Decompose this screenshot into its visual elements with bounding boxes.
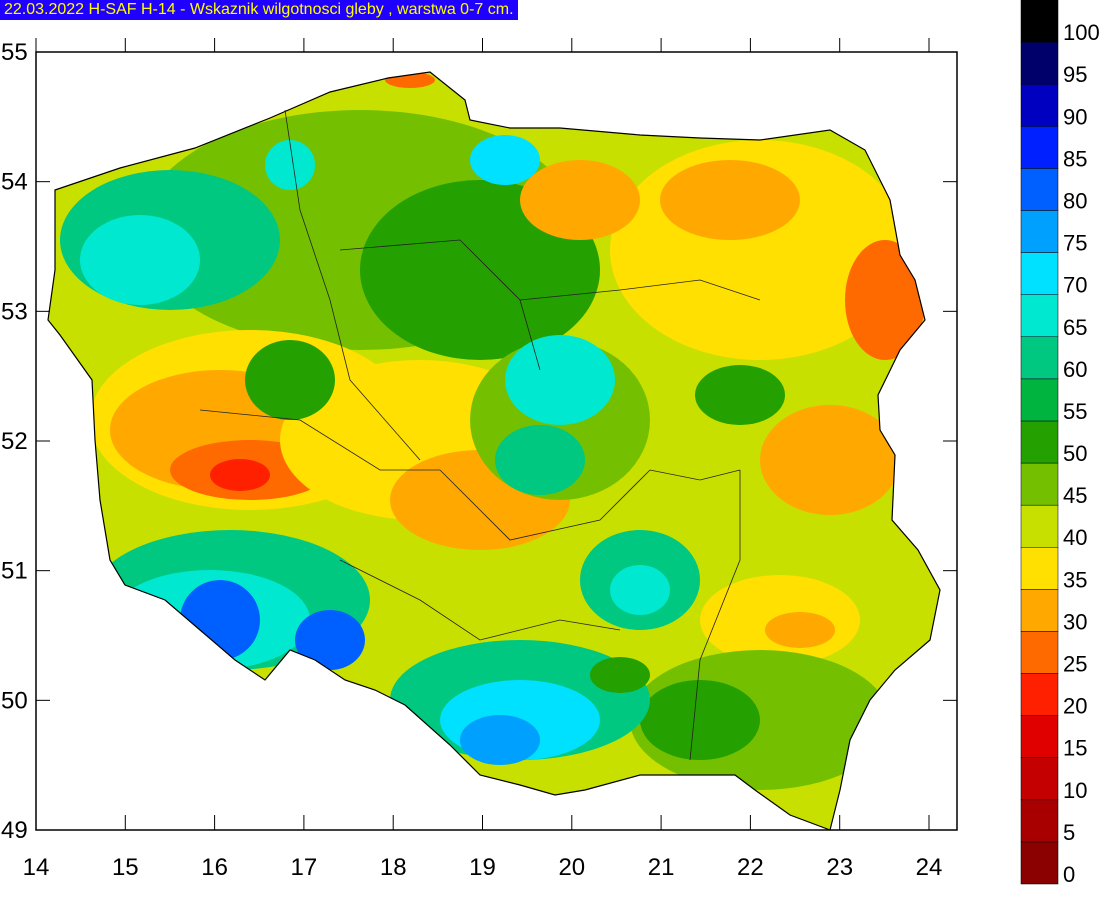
zone-west-green-patch bbox=[245, 340, 335, 420]
x-tick-label: 18 bbox=[380, 854, 407, 881]
legend-label: 80 bbox=[1063, 188, 1087, 213]
legend-label: 55 bbox=[1063, 399, 1087, 424]
legend-swatch bbox=[1020, 420, 1059, 464]
zone-centre-cyan bbox=[505, 335, 615, 425]
y-tick-label: 52 bbox=[1, 428, 28, 455]
y-tick-label: 53 bbox=[1, 298, 28, 325]
legend-label: 45 bbox=[1063, 483, 1087, 508]
legend-swatch bbox=[1020, 546, 1059, 590]
legend-label: 65 bbox=[1063, 315, 1087, 340]
province-border-4 bbox=[439, 469, 741, 541]
zone-se-darkgreen bbox=[640, 680, 760, 760]
legend-swatch bbox=[1020, 799, 1059, 843]
legend-label: 20 bbox=[1063, 694, 1087, 719]
x-tick-label: 22 bbox=[737, 854, 764, 881]
x-tick-label: 17 bbox=[291, 854, 318, 881]
legend-label: 95 bbox=[1063, 62, 1087, 87]
legend-label: 5 bbox=[1063, 820, 1075, 845]
x-tick-label: 15 bbox=[112, 854, 139, 881]
x-tick-label: 14 bbox=[23, 854, 50, 881]
legend-label: 50 bbox=[1063, 441, 1087, 466]
legend-label: 70 bbox=[1063, 273, 1087, 298]
province-border-5 bbox=[519, 279, 761, 301]
legend-label: 25 bbox=[1063, 652, 1087, 677]
zone-east-orange bbox=[760, 405, 900, 515]
legend-swatch bbox=[1020, 589, 1059, 632]
province-borders bbox=[199, 109, 761, 761]
legend-swatch bbox=[1020, 0, 1059, 43]
x-tick-label: 16 bbox=[201, 854, 228, 881]
y-tick-label: 49 bbox=[1, 817, 28, 844]
x-tick-label: 19 bbox=[469, 854, 496, 881]
zone-east-red bbox=[845, 240, 925, 360]
legend-swatch bbox=[1020, 41, 1059, 85]
zone-se-orange bbox=[765, 612, 835, 648]
legend-swatch bbox=[1020, 83, 1059, 127]
legend-label: 15 bbox=[1063, 736, 1087, 761]
legend-swatch bbox=[1020, 252, 1059, 295]
y-tick-label: 54 bbox=[1, 169, 28, 196]
legend-swatch bbox=[1020, 462, 1059, 506]
legend-label: 35 bbox=[1063, 567, 1087, 592]
axis-ticks: 14 15 16 17 18 19 20 21 22 23 24 49 50 51 52 53 54 55 bbox=[1, 38, 957, 881]
zone-s-green-patch bbox=[590, 657, 650, 693]
legend-label: 60 bbox=[1063, 357, 1087, 382]
legend-swatch bbox=[1020, 378, 1059, 422]
legend-label: 0 bbox=[1063, 862, 1075, 887]
zone-west-dry-core bbox=[210, 459, 270, 491]
legend-swatch bbox=[1020, 126, 1059, 169]
x-tick-label: 20 bbox=[558, 854, 585, 881]
legend-label: 30 bbox=[1063, 609, 1087, 634]
province-border-3 bbox=[199, 409, 440, 471]
zone-n-orange bbox=[520, 160, 640, 240]
x-tick-label: 24 bbox=[916, 854, 943, 881]
zone-gdansk-cyan bbox=[470, 135, 540, 185]
legend-swatch bbox=[1020, 210, 1059, 253]
map-title: 22.03.2022 H-SAF H-14 - Wskaznik wilgotn… bbox=[0, 0, 518, 20]
province-border-1 bbox=[284, 109, 421, 461]
legend-swatch bbox=[1020, 336, 1059, 380]
legend-label: 85 bbox=[1063, 146, 1087, 171]
legend-label: 100 bbox=[1063, 20, 1100, 45]
legend-label: 10 bbox=[1063, 778, 1087, 803]
legend-swatch bbox=[1020, 631, 1059, 674]
zone-northwest-cyan bbox=[80, 215, 200, 305]
y-tick-label: 50 bbox=[1, 687, 28, 714]
x-tick-label: 23 bbox=[826, 854, 853, 881]
legend-label: 40 bbox=[1063, 525, 1087, 550]
y-tick-label: 51 bbox=[1, 558, 28, 585]
moisture-zones bbox=[60, 72, 925, 790]
legend-swatch bbox=[1020, 294, 1059, 338]
legend-swatch bbox=[1020, 715, 1059, 758]
x-tick-label: 21 bbox=[648, 854, 675, 881]
province-border-2 bbox=[339, 239, 541, 371]
province-border-6 bbox=[689, 470, 741, 761]
zone-ne-orange bbox=[660, 160, 800, 240]
legend-swatch bbox=[1020, 504, 1059, 548]
legend-swatch bbox=[1020, 673, 1059, 716]
zone-e-green bbox=[695, 365, 785, 425]
province-border-7 bbox=[339, 559, 621, 641]
y-tick-label: 55 bbox=[1, 39, 28, 66]
zone-n-cyan-patch bbox=[265, 140, 315, 190]
legend-swatch bbox=[1020, 841, 1059, 885]
legend-label: 75 bbox=[1063, 231, 1087, 256]
color-legend: 0 5 10 15 20 25 30 35 40 45 50 55 60 65 70 75 80 85 90 95 10… bbox=[1020, 0, 1100, 887]
zone-tatra-blue bbox=[460, 715, 540, 765]
legend-label: 90 bbox=[1063, 104, 1087, 129]
zone-sudety-blue-2 bbox=[295, 610, 365, 670]
legend-swatch bbox=[1020, 757, 1059, 801]
legend-swatch bbox=[1020, 168, 1059, 211]
zone-centre-teal bbox=[495, 425, 585, 495]
zone-s-centre-cyan bbox=[610, 565, 670, 615]
